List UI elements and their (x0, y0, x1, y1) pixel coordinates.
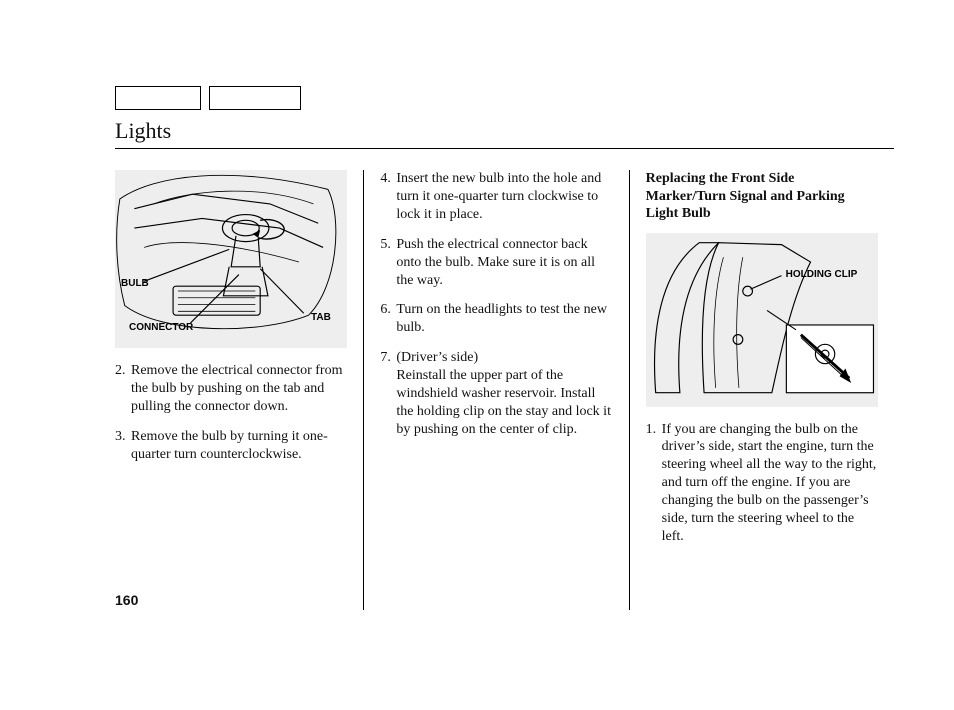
label-bulb: BULB (121, 278, 149, 289)
step-number: 3. (115, 428, 126, 446)
page-title: Lights (115, 118, 171, 144)
placeholder-boxes (115, 86, 301, 110)
column-1: BULB CONNECTOR TAB 2. Remove the electri… (115, 170, 363, 610)
page-number: 160 (115, 592, 138, 608)
label-connector: CONNECTOR (129, 322, 193, 333)
step-text: Remove the electrical connector from the… (131, 363, 342, 414)
step-text: Push the electrical connector back onto … (396, 237, 595, 288)
step-item: 3. Remove the bulb by turning it one-qua… (115, 428, 347, 464)
section-heading: Replacing the Front Side Marker/Turn Sig… (646, 170, 878, 223)
step-number: 4. (380, 170, 391, 188)
column-2: 4. Insert the new bulb into the hole and… (363, 170, 628, 610)
step-number: 6. (380, 301, 391, 319)
step-item: 6. Turn on the headlights to test the ne… (380, 301, 612, 337)
step-number: 7. (380, 349, 391, 367)
step-item: 2. Remove the electrical connector from … (115, 362, 347, 416)
figure-fender-clip: HOLDING CLIP (646, 233, 878, 407)
placeholder-box (115, 86, 201, 110)
step-text: Turn on the headlights to test the new b… (396, 302, 607, 335)
figure-engine-bulb: BULB CONNECTOR TAB (115, 170, 347, 348)
column-3: Replacing the Front Side Marker/Turn Sig… (629, 170, 894, 610)
title-rule (115, 148, 894, 149)
step-item: 5. Push the electrical connector back on… (380, 236, 612, 290)
columns: BULB CONNECTOR TAB 2. Remove the electri… (115, 170, 894, 610)
step-number: 1. (646, 421, 657, 439)
fender-clip-diagram (646, 233, 878, 401)
step-item: 4. Insert the new bulb into the hole and… (380, 170, 612, 224)
step-text: Insert the new bulb into the hole and tu… (396, 171, 601, 222)
manual-page: Lights (0, 0, 954, 710)
placeholder-box (209, 86, 301, 110)
step-text: Remove the bulb by turning it one-quarte… (131, 429, 328, 462)
step-number: 5. (380, 236, 391, 254)
steps-col3: 1. If you are changing the bulb on the d… (646, 421, 878, 546)
label-holding-clip: HOLDING CLIP (786, 269, 858, 280)
step-item: 1. If you are changing the bulb on the d… (646, 421, 878, 546)
steps-col1: 2. Remove the electrical connector from … (115, 362, 347, 464)
steps-col2: 4. Insert the new bulb into the hole and… (380, 170, 612, 439)
step-text: If you are changing the bulb on the driv… (662, 422, 877, 544)
step-item: 7. (Driver’s side) Reinstall the upper p… (380, 349, 612, 439)
step-number: 2. (115, 362, 126, 380)
step-text: (Driver’s side) Reinstall the upper part… (396, 350, 611, 437)
label-tab: TAB (311, 312, 331, 323)
